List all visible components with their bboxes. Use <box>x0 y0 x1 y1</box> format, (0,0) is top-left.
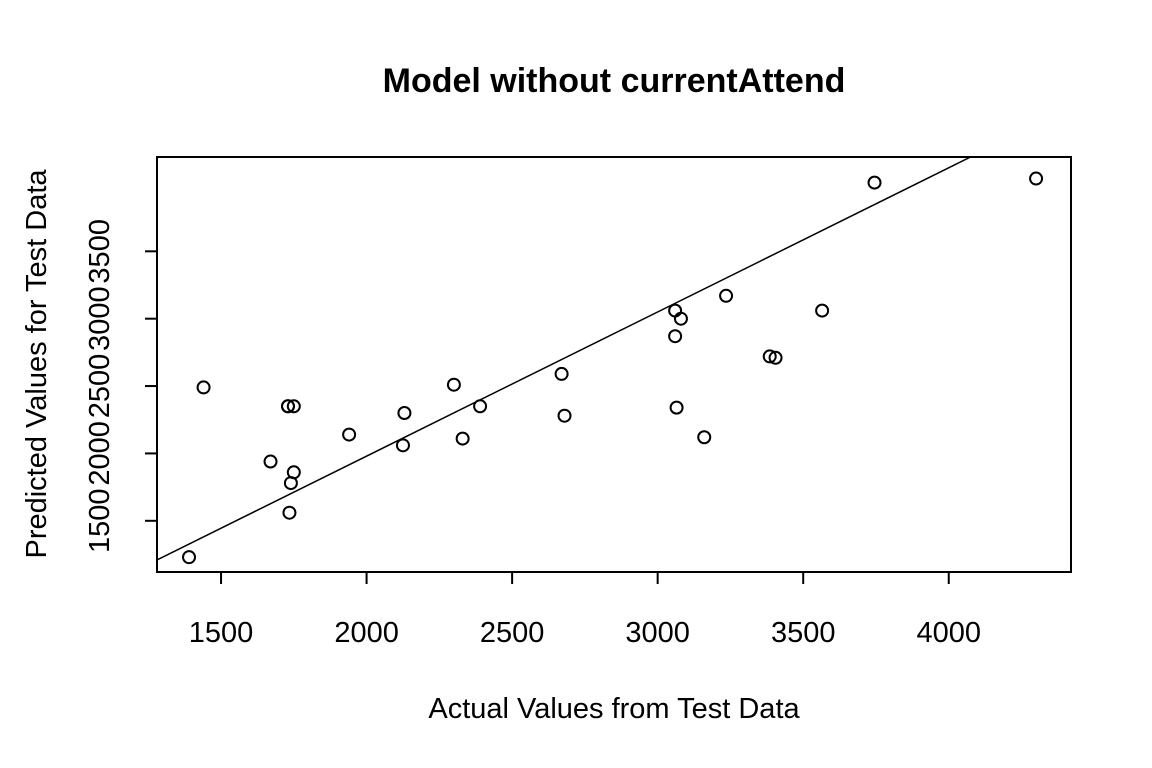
data-point <box>286 399 301 414</box>
y-tick-label: 2500 <box>84 354 116 419</box>
x-tick-label: 2000 <box>334 617 399 649</box>
data-point <box>342 427 357 442</box>
x-axis: 1500 2000 2500 3000 3500 4000 <box>189 571 981 649</box>
data-point <box>697 430 712 445</box>
data-point <box>815 303 830 318</box>
data-point <box>668 329 683 344</box>
x-axis-label: Actual Values from Test Data <box>428 693 800 725</box>
y-tick-label: 2000 <box>84 421 116 486</box>
data-point <box>867 175 882 190</box>
data-point <box>673 311 688 326</box>
data-point <box>455 431 470 446</box>
y-tick-label: 1500 <box>84 489 116 554</box>
x-tick-label: 4000 <box>916 617 981 649</box>
x-tick-label: 2500 <box>480 617 545 649</box>
data-point <box>280 399 295 414</box>
data-point <box>719 288 734 303</box>
data-point <box>554 366 569 381</box>
data-point <box>669 400 684 415</box>
data-point <box>446 377 461 392</box>
data-point <box>395 438 410 453</box>
plot-area <box>157 157 1044 565</box>
data-point <box>557 408 572 423</box>
data-point <box>263 454 278 469</box>
data-point <box>473 399 488 414</box>
data-point <box>397 406 412 421</box>
data-point <box>286 465 301 480</box>
data-point <box>282 505 297 520</box>
data-point <box>1029 171 1044 186</box>
data-point <box>196 380 211 395</box>
y-axis-label: Predicted Values for Test Data <box>21 169 53 559</box>
x-tick-label: 1500 <box>189 617 254 649</box>
x-tick-label: 3500 <box>771 617 836 649</box>
data-point <box>768 350 783 365</box>
y-tick-label: 3000 <box>84 286 116 351</box>
data-point <box>182 550 197 565</box>
chart-title: Model without currentAttend <box>383 62 846 100</box>
y-tick-label: 3500 <box>84 219 116 284</box>
regression-line <box>157 157 973 561</box>
data-point <box>762 349 777 364</box>
x-tick-label: 3000 <box>625 617 690 649</box>
